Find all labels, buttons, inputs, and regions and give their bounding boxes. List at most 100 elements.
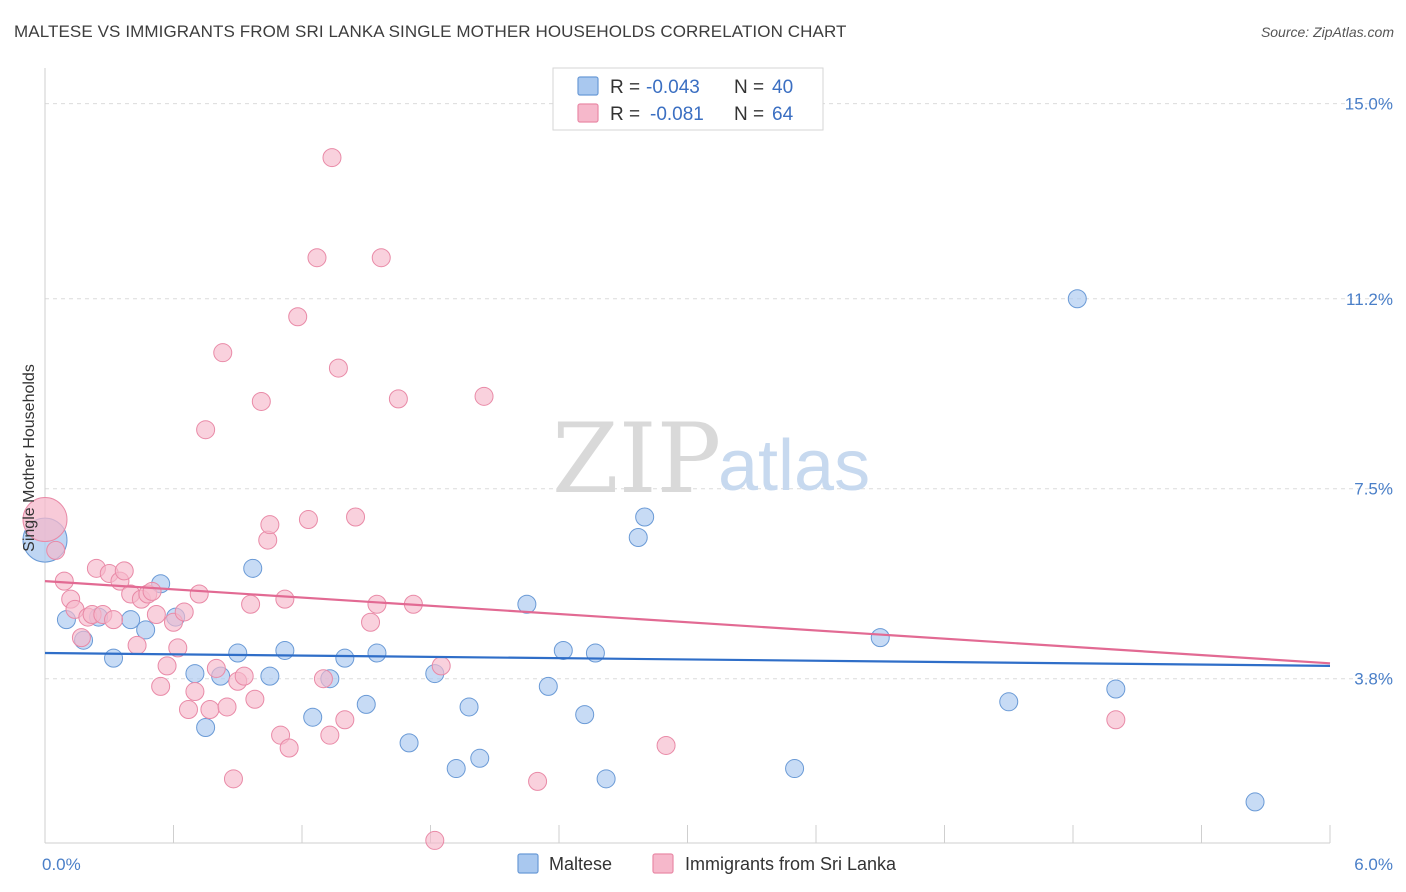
data-point-sri-lanka (142, 581, 162, 601)
data-point-maltese (121, 610, 141, 630)
data-point-sri-lanka (178, 700, 198, 720)
legend-r-label: R = (610, 77, 640, 98)
legend-swatch-maltese (577, 76, 599, 96)
data-point-sri-lanka (367, 594, 387, 614)
data-point-sri-lanka (114, 561, 134, 581)
legend-r-value: -0.081 (650, 104, 704, 125)
data-point-sri-lanka (313, 669, 333, 689)
data-point-sri-lanka (425, 830, 445, 850)
legend-label-maltese: Maltese (549, 854, 612, 874)
data-point-maltese (260, 666, 280, 686)
data-point-sri-lanka (146, 605, 166, 625)
legend-r-value: -0.043 (646, 77, 700, 98)
data-point-sri-lanka (346, 507, 366, 527)
data-point-maltese (243, 558, 263, 578)
data-point-sri-lanka (151, 676, 171, 696)
y-axis-title: Single Mother Households (21, 364, 38, 552)
data-point-sri-lanka (71, 628, 91, 648)
data-point-sri-lanka (217, 697, 237, 717)
data-point-maltese (553, 640, 573, 660)
watermark-atlas: atlas (718, 426, 870, 506)
legend-swatch-maltese (517, 853, 539, 874)
data-point-sri-lanka (206, 658, 226, 678)
grid-lines (45, 103, 1392, 680)
data-point-maltese (446, 759, 466, 779)
data-point-maltese (575, 705, 595, 725)
data-point-maltese (517, 594, 537, 614)
data-point-sri-lanka (474, 386, 494, 406)
data-point-sri-lanka (275, 589, 295, 609)
data-point-sri-lanka (185, 682, 205, 702)
y-tick-label: 7.5% (1354, 480, 1393, 499)
trend-line-sri-lanka (44, 580, 1331, 665)
data-point-sri-lanka (104, 610, 124, 630)
legend-n-value: 64 (772, 104, 794, 125)
chart-title: MALTESE VS IMMIGRANTS FROM SRI LANKA SIN… (14, 22, 847, 41)
data-point-sri-lanka (46, 540, 66, 560)
data-point-sri-lanka (245, 689, 265, 709)
data-point-sri-lanka (528, 771, 548, 791)
data-point-sri-lanka (189, 584, 209, 604)
data-point-maltese (635, 507, 655, 527)
data-point-sri-lanka (320, 725, 340, 745)
chart-source: Source: ZipAtlas.com (1260, 24, 1394, 40)
y-tick-label: 3.8% (1354, 670, 1393, 689)
data-point-maltese (870, 628, 890, 648)
data-point-sri-lanka (431, 656, 451, 676)
data-point-maltese (1245, 792, 1265, 812)
data-point-sri-lanka (1106, 710, 1126, 730)
data-point-maltese (335, 648, 355, 668)
data-point-maltese (104, 648, 124, 668)
trend-line-maltese (44, 651, 1331, 667)
data-point-sri-lanka (328, 358, 348, 378)
data-point-maltese (1067, 289, 1087, 309)
data-point-sri-lanka (322, 148, 342, 168)
data-point-maltese (459, 697, 479, 717)
data-point-maltese (136, 620, 156, 640)
axes (44, 68, 1331, 844)
data-point-sri-lanka (307, 248, 327, 268)
watermark: ZIP atlas (552, 403, 870, 515)
data-point-maltese (628, 528, 648, 548)
series-legend: Maltese Immigrants from Sri Lanka (517, 853, 897, 874)
legend-r-label: R = (610, 104, 640, 125)
data-point-sri-lanka (157, 656, 177, 676)
legend-n-value: 40 (772, 77, 793, 98)
data-point-sri-lanka (223, 769, 243, 789)
data-point-sri-lanka (174, 602, 194, 622)
legend-swatch-sri-lanka (577, 103, 599, 123)
data-point-sri-lanka (127, 635, 147, 655)
data-point-sri-lanka (279, 738, 299, 758)
legend-label-sri-lanka: Immigrants from Sri Lanka (685, 854, 897, 874)
data-point-sri-lanka (22, 497, 68, 543)
legend-n-label: N = (734, 104, 764, 125)
data-point-maltese (538, 676, 558, 696)
legend-n-label: N = (734, 77, 764, 98)
y-tick-label: 15.0% (1345, 95, 1393, 114)
x-tick-label: 6.0% (1354, 855, 1393, 874)
data-point-sri-lanka (388, 389, 408, 409)
data-point-maltese (470, 748, 490, 768)
data-point-maltese (596, 769, 616, 789)
data-point-sri-lanka (656, 735, 676, 755)
data-point-sri-lanka (361, 612, 381, 632)
watermark-zip: ZIP (552, 403, 721, 515)
data-point-sri-lanka (200, 700, 220, 720)
data-point-maltese (399, 733, 419, 753)
tick-labels: 3.8% 7.5% 11.2% 15.0% 0.0% 6.0% (42, 95, 1393, 874)
data-point-sri-lanka (298, 510, 318, 530)
data-point-sri-lanka (196, 420, 216, 440)
data-point-maltese (196, 717, 216, 737)
data-point-maltese (275, 640, 295, 660)
data-point-sri-lanka (260, 515, 280, 535)
data-point-sri-lanka (213, 343, 233, 363)
trend-lines (44, 580, 1331, 667)
data-point-maltese (1106, 679, 1126, 699)
data-point-maltese (185, 664, 205, 684)
data-point-maltese (303, 707, 323, 727)
legend-swatch-sri-lanka (652, 853, 674, 874)
data-point-maltese (356, 694, 376, 714)
data-point-sri-lanka (168, 638, 188, 658)
data-point-sri-lanka (241, 594, 261, 614)
